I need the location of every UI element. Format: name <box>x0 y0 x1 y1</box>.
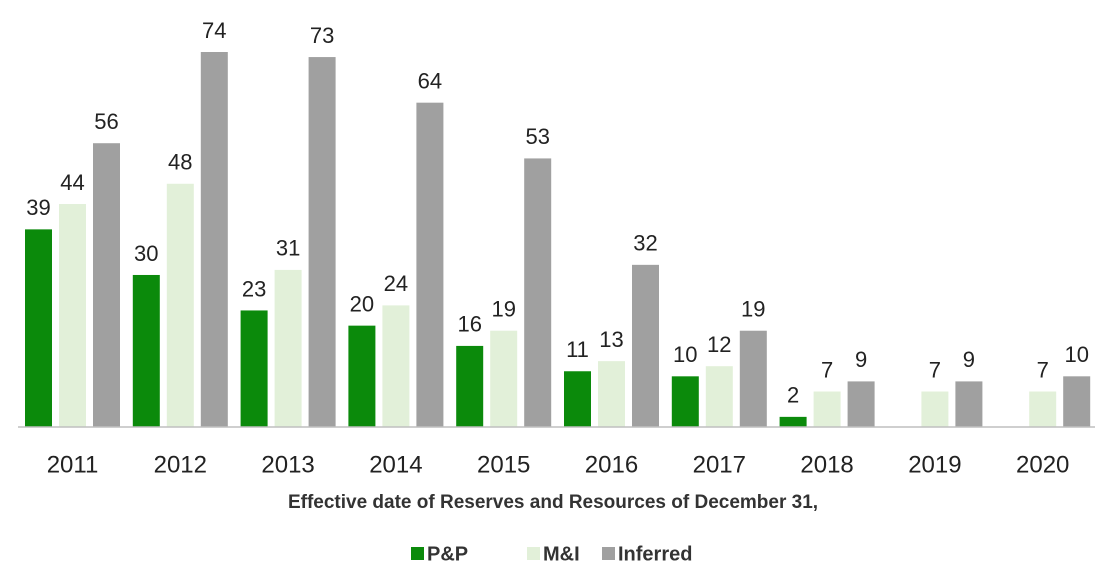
x-tick-label: 2017 <box>693 451 746 478</box>
bar <box>671 376 699 427</box>
value-label: 10 <box>1064 342 1088 367</box>
bar <box>166 183 194 427</box>
bar <box>598 361 625 427</box>
x-tick-label: 2014 <box>369 451 422 478</box>
value-label: 11 <box>566 337 589 362</box>
value-label: 7 <box>821 357 833 382</box>
bar <box>456 345 484 427</box>
x-tick-label: 2020 <box>1016 451 1069 478</box>
value-label: 9 <box>963 347 975 372</box>
bar <box>739 330 767 427</box>
bar <box>705 366 733 427</box>
bar <box>132 274 160 427</box>
bar <box>921 391 949 427</box>
value-label: 73 <box>310 23 334 48</box>
bar <box>490 330 518 427</box>
value-label: 32 <box>633 231 657 256</box>
legend-label: M&I <box>543 543 580 565</box>
legend-label: P&P <box>427 543 468 565</box>
bar <box>1029 391 1057 427</box>
x-axis-title: Effective date of Reserves and Resources… <box>288 492 818 513</box>
value-label: 13 <box>599 327 623 352</box>
bar <box>813 391 841 427</box>
x-tick-label: 2011 <box>47 451 99 478</box>
value-label: 24 <box>384 271 408 296</box>
value-label: 7 <box>929 357 941 382</box>
x-tick-label: 2012 <box>154 451 207 478</box>
value-label: 39 <box>26 195 50 220</box>
bar <box>564 371 591 427</box>
bar <box>632 264 659 427</box>
value-label: 12 <box>707 332 731 357</box>
bar <box>1063 376 1091 427</box>
x-tick-label: 2019 <box>908 451 961 478</box>
bar <box>382 305 410 427</box>
bar <box>240 310 268 427</box>
value-label: 30 <box>134 241 158 266</box>
bar <box>93 143 120 427</box>
x-tick-label: 2013 <box>261 451 314 478</box>
legend-swatch <box>602 547 615 560</box>
bar <box>847 381 875 427</box>
legend-label: Inferred <box>618 543 692 565</box>
x-tick-label: 2015 <box>477 451 530 478</box>
value-label: 53 <box>525 124 549 149</box>
bar <box>59 204 86 427</box>
value-label: 64 <box>418 68 442 93</box>
value-label: 74 <box>202 18 226 43</box>
bar <box>779 416 807 427</box>
value-label: 7 <box>1037 357 1049 382</box>
bar <box>955 381 983 427</box>
value-label: 19 <box>741 297 765 322</box>
value-label: 23 <box>242 276 266 301</box>
bar <box>274 269 302 427</box>
value-label: 2 <box>787 383 799 408</box>
value-label: 19 <box>491 297 515 322</box>
bar <box>200 52 228 427</box>
legend-swatch <box>527 547 540 560</box>
value-label: 48 <box>168 150 192 175</box>
value-label: 10 <box>673 342 697 367</box>
value-label: 9 <box>855 347 867 372</box>
value-label: 31 <box>276 236 300 261</box>
bar <box>524 158 552 427</box>
bar <box>25 229 52 427</box>
value-label: 56 <box>94 109 118 134</box>
value-label: 44 <box>60 170 84 195</box>
value-label: 16 <box>457 312 481 337</box>
bar <box>308 57 336 427</box>
x-tick-label: 2018 <box>800 451 853 478</box>
value-label: 20 <box>350 291 374 316</box>
bar <box>348 325 376 427</box>
legend-swatch <box>411 547 424 560</box>
bar <box>416 102 444 428</box>
x-tick-label: 2016 <box>585 451 638 478</box>
